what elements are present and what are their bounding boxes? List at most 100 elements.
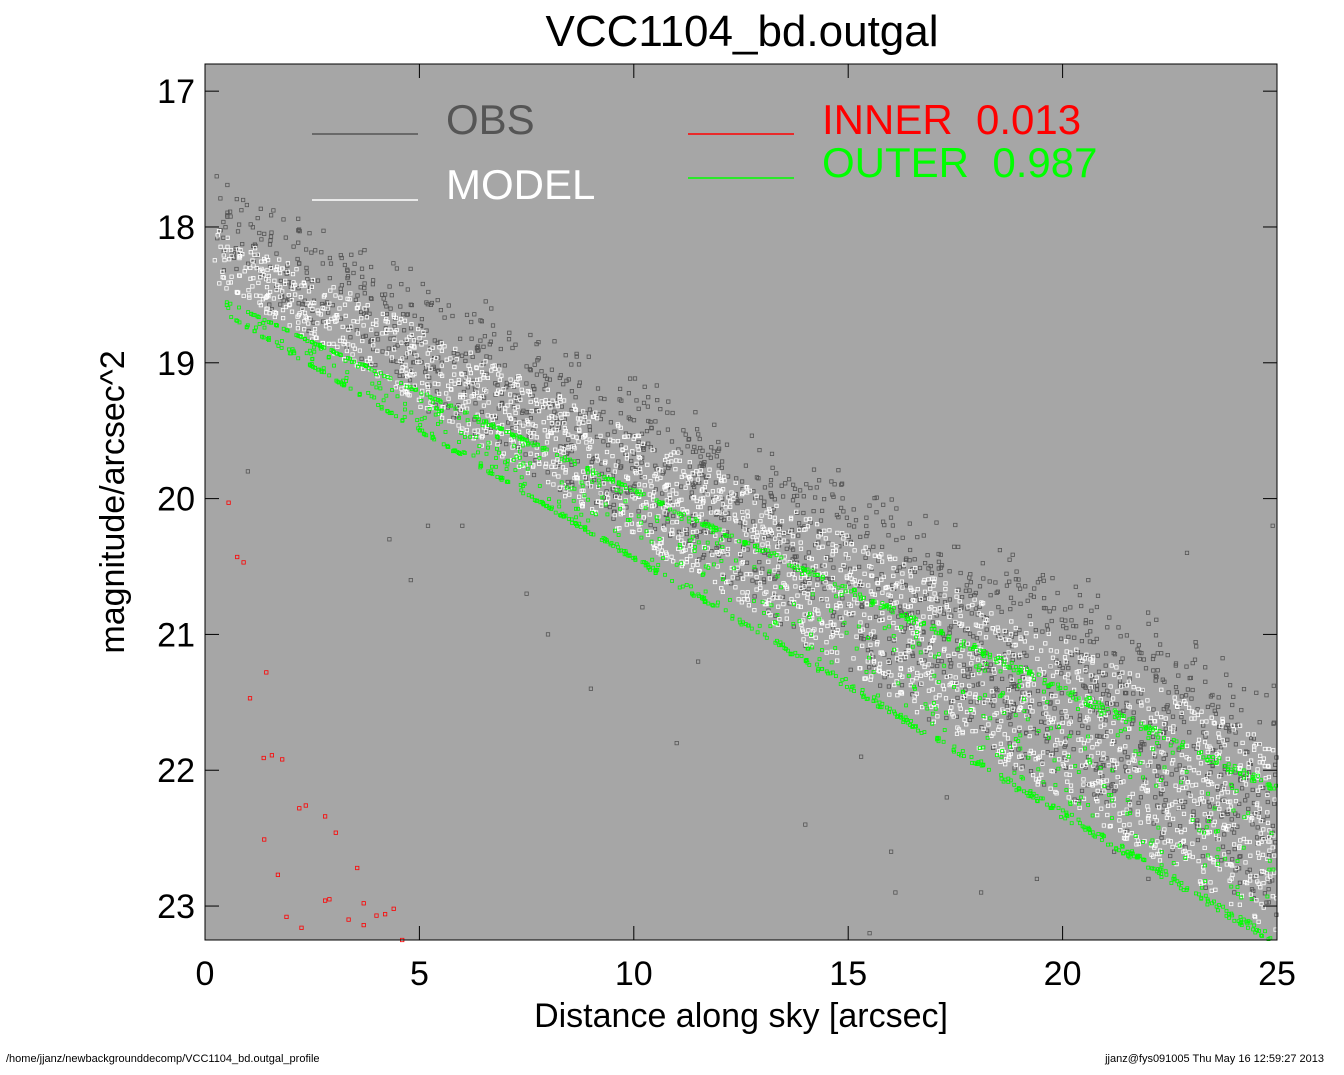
model-point	[1003, 637, 1008, 642]
model-point	[682, 473, 687, 478]
outer-point	[377, 381, 382, 385]
model-point	[1240, 740, 1245, 746]
obs-point	[375, 337, 381, 342]
model-point	[868, 632, 874, 637]
obs-point	[1271, 720, 1277, 725]
model-point	[392, 330, 398, 335]
obs-point	[640, 605, 645, 610]
obs-point	[734, 476, 739, 481]
model-point	[1181, 839, 1186, 844]
outer-point	[1251, 927, 1255, 932]
obs-point	[965, 667, 970, 672]
model-point	[549, 413, 554, 419]
model-point	[1077, 805, 1082, 810]
model-point	[878, 650, 883, 655]
model-point	[816, 545, 821, 550]
obs-point	[1256, 810, 1261, 815]
obs-point	[1247, 867, 1252, 872]
model-point	[1192, 710, 1197, 715]
model-point	[1076, 675, 1081, 680]
obs-point	[1087, 639, 1092, 644]
obs-point	[948, 664, 953, 669]
model-point	[828, 620, 833, 625]
obs-point	[1264, 693, 1269, 698]
obs-point	[793, 554, 798, 560]
model-point	[775, 544, 780, 549]
obs-point	[662, 462, 668, 467]
model-point	[642, 483, 647, 488]
model-point	[825, 623, 830, 629]
obs-point	[1240, 786, 1245, 791]
model-point	[334, 318, 339, 323]
obs-point	[1105, 701, 1110, 706]
outer-point	[1203, 879, 1208, 883]
model-point	[1189, 709, 1194, 714]
model-point	[620, 504, 625, 509]
outer-point	[518, 455, 522, 460]
model-point	[998, 741, 1004, 746]
obs-point	[225, 182, 230, 188]
model-point	[693, 512, 698, 517]
model-point	[766, 610, 771, 615]
model-point	[786, 572, 792, 577]
model-point	[675, 502, 681, 507]
model-point	[1255, 801, 1260, 806]
model-point	[816, 611, 821, 616]
model-point	[1209, 797, 1214, 802]
obs-point	[524, 591, 529, 596]
model-point	[623, 445, 628, 450]
model-point	[721, 528, 726, 533]
obs-point	[1163, 726, 1168, 731]
obs-point	[1251, 888, 1256, 894]
model-point	[226, 280, 231, 285]
model-point	[885, 584, 890, 590]
model-point	[551, 482, 556, 487]
model-point	[436, 391, 442, 397]
obs-point	[1024, 709, 1029, 714]
obs-point	[1107, 615, 1112, 620]
model-point	[404, 390, 410, 395]
model-point	[545, 387, 550, 392]
obs-point	[1016, 655, 1022, 660]
model-point	[951, 698, 956, 704]
obs-point	[889, 497, 894, 502]
obs-point	[1085, 633, 1090, 638]
model-point	[803, 517, 809, 522]
model-point	[731, 492, 736, 497]
obs-point	[478, 338, 483, 343]
model-point	[922, 577, 927, 583]
model-point	[237, 254, 242, 259]
model-point	[1081, 741, 1086, 746]
model-point	[655, 550, 661, 555]
model-point	[229, 253, 234, 258]
model-point	[1019, 753, 1024, 758]
model-point	[1139, 786, 1144, 791]
model-point	[474, 365, 479, 370]
obs-point	[685, 444, 690, 449]
model-point	[713, 495, 719, 500]
model-point	[282, 281, 288, 286]
outer-point	[775, 613, 780, 617]
obs-point	[725, 511, 731, 516]
obs-point	[394, 266, 400, 271]
model-point	[969, 661, 974, 666]
obs-point	[655, 397, 660, 403]
obs-point	[380, 349, 385, 354]
model-point	[741, 516, 746, 521]
model-point	[1248, 892, 1253, 897]
obs-point	[1229, 827, 1234, 832]
obs-point	[864, 534, 869, 539]
model-point	[998, 635, 1003, 641]
obs-point	[1094, 636, 1099, 642]
obs-point	[313, 248, 318, 253]
model-point	[931, 638, 936, 643]
model-point	[456, 404, 461, 409]
model-point	[1232, 842, 1237, 847]
model-point	[1009, 677, 1014, 682]
model-point	[909, 587, 914, 593]
model-point	[398, 316, 404, 322]
model-point	[497, 377, 503, 383]
model-point	[475, 383, 480, 388]
model-point	[1189, 716, 1194, 721]
outer-point	[1169, 881, 1174, 885]
